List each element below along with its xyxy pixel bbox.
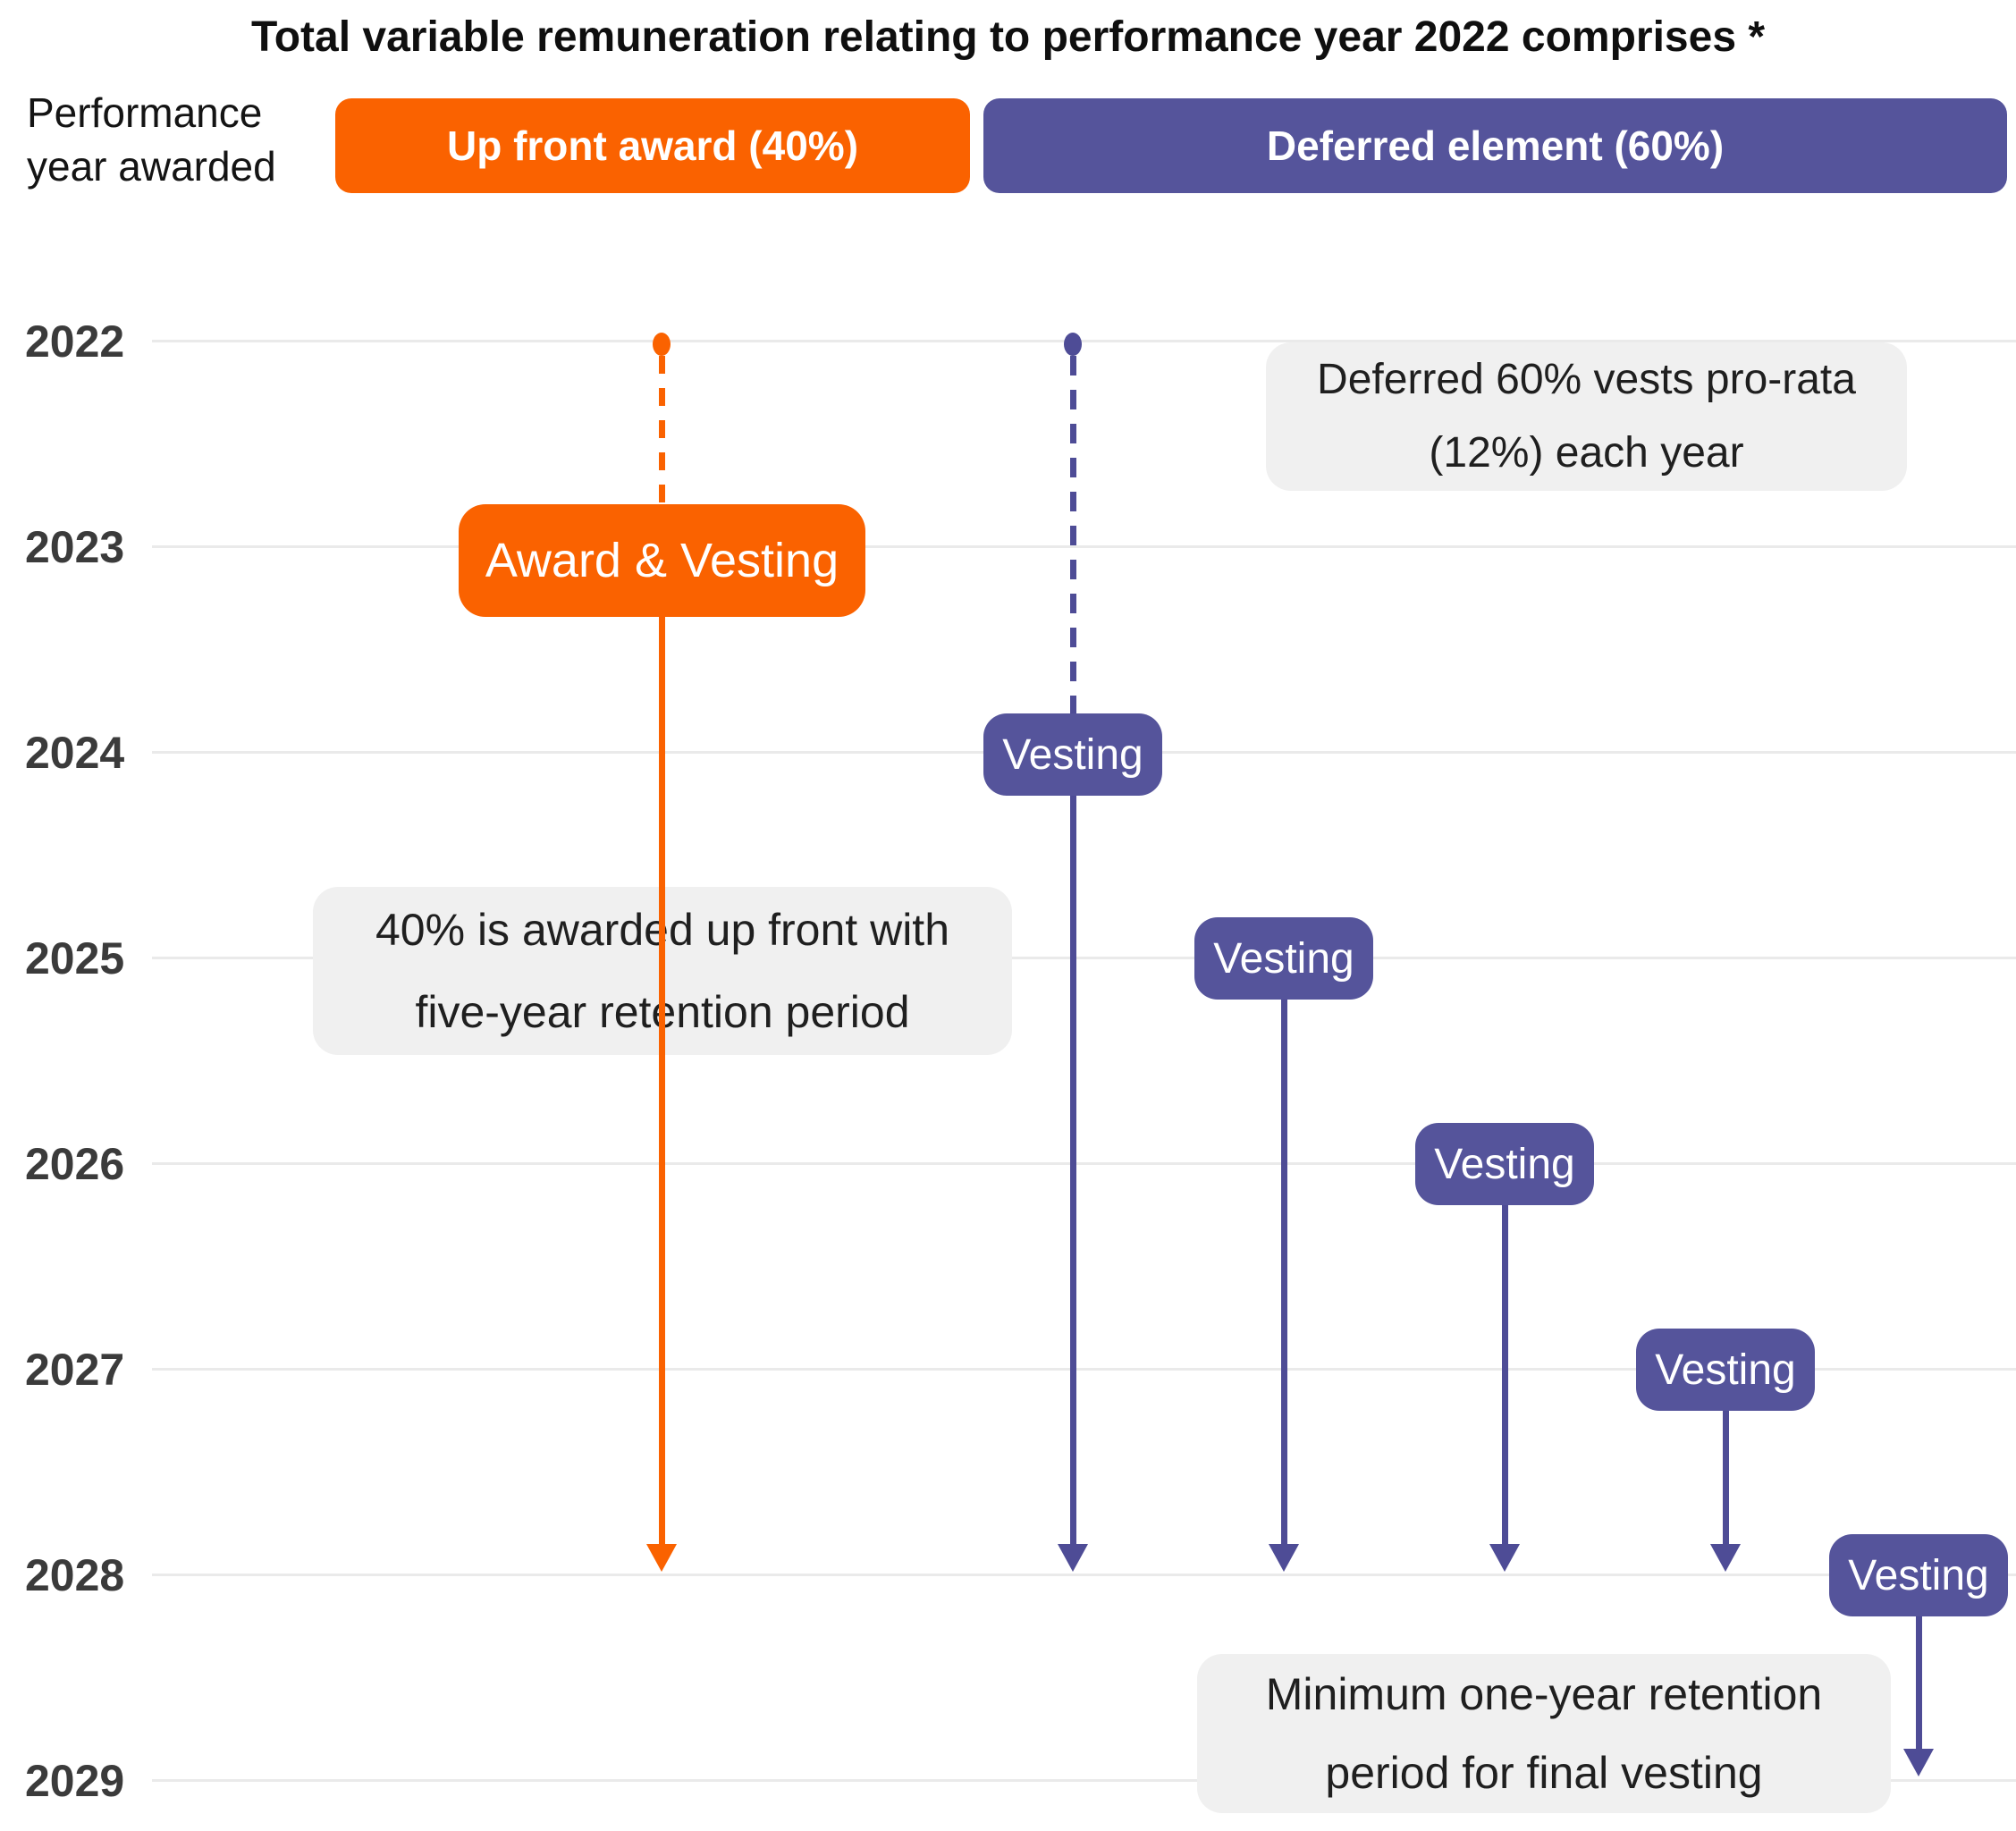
vesting-arrowhead-icon-2026	[1489, 1544, 1520, 1572]
year-label-2025: 2025	[25, 933, 125, 983]
vesting-arrowhead-icon-2024	[1058, 1544, 1088, 1572]
year-label-2023: 2023	[25, 522, 125, 572]
year-gridline-2027	[152, 1368, 2016, 1371]
vesting-line-2026	[1502, 1205, 1508, 1545]
year-gridline-2023	[152, 545, 2016, 548]
year-label-2022: 2022	[25, 316, 125, 367]
note-line: Minimum one-year retention	[1265, 1669, 1823, 1719]
upfront-arrowhead-icon	[646, 1544, 677, 1572]
year-label-2026: 2026	[25, 1139, 125, 1189]
vesting-arrowhead-icon-2025	[1269, 1544, 1299, 1572]
note-deferred-vesting: Deferred 60% vests pro-rata (12%) each y…	[1266, 342, 1907, 491]
vesting-line-2028	[1916, 1616, 1922, 1751]
year-label-2028: 2028	[25, 1550, 125, 1600]
note-line: Deferred 60% vests pro-rata	[1317, 356, 1856, 403]
year-gridline-2025	[152, 957, 2016, 959]
legend-upfront-award: Up front award (40%)	[335, 98, 970, 193]
performance-year-axis-label: Performance year awarded	[27, 89, 276, 190]
year-gridline-2029	[152, 1779, 2016, 1782]
legend-deferred-element: Deferred element (60%)	[983, 98, 2007, 193]
year-label-2024: 2024	[25, 728, 125, 778]
note-final-retention: Minimum one-year retention period for fi…	[1197, 1654, 1891, 1813]
award-vesting-pill: Award & Vesting	[459, 504, 865, 617]
deferred-award-dot	[1064, 333, 1082, 356]
vesting-pill-2026: Vesting	[1415, 1123, 1594, 1205]
year-label-2029: 2029	[25, 1756, 125, 1806]
note-line: (12%) each year	[1429, 429, 1744, 477]
upfront-retention-line	[659, 617, 665, 1545]
vesting-line-2027	[1723, 1411, 1729, 1545]
vesting-pill-2027: Vesting	[1636, 1329, 1815, 1411]
vesting-pill-2025: Vesting	[1194, 917, 1373, 1000]
upfront-award-dot	[653, 333, 671, 356]
upfront-dashed-line	[659, 356, 665, 504]
vesting-arrowhead-icon-2028	[1903, 1749, 1934, 1776]
year-gridline-2028	[152, 1574, 2016, 1576]
vesting-pill-2028: Vesting	[1829, 1534, 2008, 1616]
vesting-line-2024	[1070, 796, 1076, 1545]
vesting-line-2025	[1281, 1000, 1287, 1545]
year-gridline-2022	[152, 340, 2016, 342]
vesting-pill-2024: Vesting	[983, 713, 1162, 796]
vesting-arrowhead-icon-2027	[1710, 1544, 1741, 1572]
deferred-dashed-line	[1070, 356, 1076, 713]
year-gridline-2026	[152, 1162, 2016, 1165]
year-label-2027: 2027	[25, 1345, 125, 1395]
chart-title: Total variable remuneration relating to …	[250, 13, 1766, 61]
note-line: period for final vesting	[1325, 1748, 1763, 1798]
